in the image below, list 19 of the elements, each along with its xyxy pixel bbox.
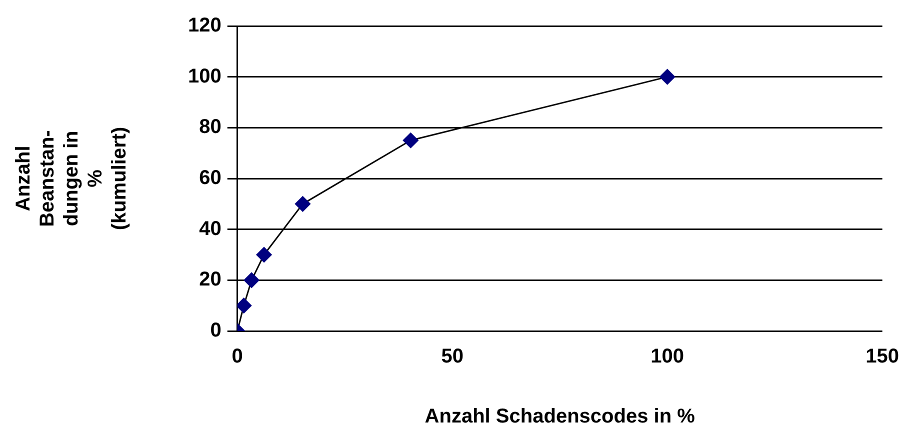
point: [256, 247, 272, 262]
y-tick-label: 0: [210, 320, 222, 342]
x-tick-label: 100: [650, 346, 684, 368]
x-axis-title: Anzahl Schadenscodes in %: [424, 406, 696, 428]
y-tick-label: 60: [199, 167, 222, 190]
y-tick-label: 120: [188, 14, 222, 37]
x-tick-label: 150: [866, 346, 900, 368]
x-tick-label: 0: [232, 346, 243, 368]
point: [294, 196, 310, 212]
x-tick-label: 50: [441, 346, 464, 368]
point: [660, 69, 676, 85]
y-tick-label: 80: [199, 116, 222, 138]
point: [402, 132, 418, 148]
y-tick-label: 100: [188, 65, 222, 88]
point: [237, 298, 252, 314]
y-axis-title: Anzahl Beanstan- dungen in % (kumuliert): [12, 126, 131, 230]
y-tick-label: 40: [199, 218, 222, 240]
point: [244, 272, 260, 288]
y-tick-label: 20: [199, 268, 222, 291]
